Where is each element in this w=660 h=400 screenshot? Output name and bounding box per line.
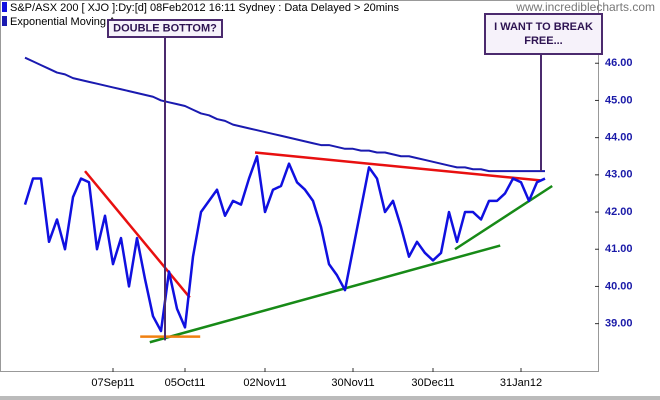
- series-line: [23, 154, 546, 333]
- x-tick-label: 02Nov11: [243, 377, 286, 389]
- y-tick-label: 42.00: [605, 206, 633, 218]
- trendline: [149, 244, 501, 344]
- x-tick-label: 05Oct11: [165, 377, 206, 389]
- legend-label: S&P/ASX 200 [ XJO ]:Dy:[d] 08Feb2012 16:…: [10, 2, 399, 14]
- trendline: [84, 170, 191, 299]
- y-tick-label: 46.00: [605, 57, 633, 69]
- y-tick-label: 45.00: [605, 94, 633, 106]
- legend-swatch: [2, 2, 7, 12]
- legend-swatch: [2, 16, 7, 26]
- y-tick-label: 41.00: [605, 243, 633, 255]
- x-tick-label: 30Nov11: [331, 377, 374, 389]
- annotation-line: I WANT TO BREAK: [494, 21, 593, 33]
- x-tick-label: 30Dec11: [411, 377, 454, 389]
- x-tick-label: 07Sep11: [91, 377, 134, 389]
- trendline: [254, 151, 541, 182]
- x-tick-label: 31Jan12: [500, 377, 542, 389]
- bottom-bar: [0, 396, 660, 400]
- y-tick-label: 40.00: [605, 280, 633, 292]
- annotation-box: [484, 13, 603, 55]
- annotation-line: FREE...: [524, 35, 563, 47]
- trendline: [454, 184, 553, 251]
- y-tick-label: 44.00: [605, 132, 633, 144]
- annotation-box: [107, 19, 223, 38]
- series-line: [24, 56, 545, 173]
- y-tick-label: 39.00: [605, 318, 633, 330]
- y-tick-label: 43.00: [605, 169, 633, 181]
- plot-frame: [0, 0, 599, 372]
- annotation-text: I WANT TO BREAK FREE...: [494, 21, 593, 47]
- annotation-text: DOUBLE BOTTOM?: [113, 22, 217, 34]
- watermark: www.incrediblecharts.com: [515, 0, 655, 14]
